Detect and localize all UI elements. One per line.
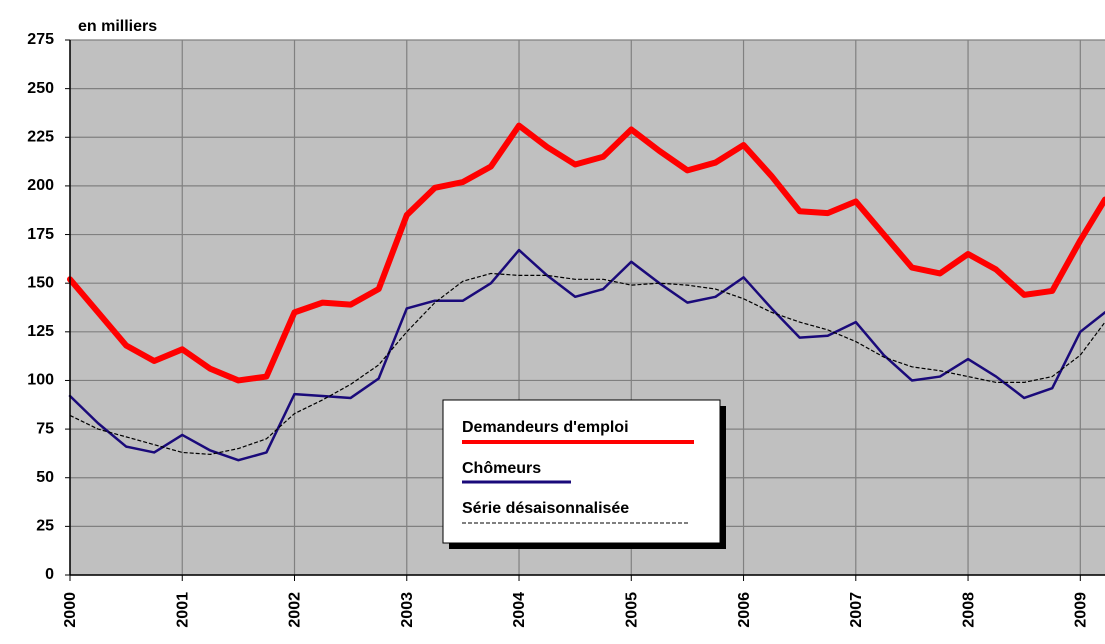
x-tick-label: 2006	[736, 592, 753, 628]
y-tick-label: 125	[27, 323, 54, 340]
x-tick-label: 2008	[960, 592, 977, 628]
y-tick-label: 250	[27, 80, 54, 97]
y-tick-label: 200	[27, 177, 54, 194]
y-axis-label: en milliers	[78, 18, 157, 35]
legend-label: Chômeurs	[462, 460, 541, 477]
y-tick-label: 0	[45, 566, 54, 583]
legend-label: Série désaisonnalisée	[462, 500, 629, 517]
series-line	[67, 122, 1105, 384]
x-tick-label: 2000	[62, 592, 79, 628]
x-tick-label: 2004	[511, 592, 528, 628]
x-tick-label: 2003	[399, 592, 416, 628]
y-tick-label: 50	[36, 469, 54, 486]
legend: Demandeurs d'emploi Chômeurs Série désai…	[442, 399, 726, 549]
x-tick-label: 2009	[1073, 592, 1090, 628]
y-tick-label: 100	[27, 372, 54, 389]
legend-box	[442, 399, 721, 544]
y-tick-label: 175	[27, 226, 54, 243]
y-tick-label: 25	[36, 518, 54, 535]
y-tick-label: 225	[27, 128, 54, 145]
x-tick-label: 2001	[174, 592, 191, 628]
x-tick-label: 2007	[848, 592, 865, 628]
y-tick-label: 275	[27, 31, 54, 48]
series-line	[69, 272, 1105, 455]
legend-label: Demandeurs d'emploi	[462, 419, 629, 436]
y-tick-label: 75	[36, 420, 54, 437]
x-tick-label: 2002	[287, 592, 304, 628]
x-tick-label: 2005	[623, 592, 640, 628]
series-line	[68, 248, 1105, 462]
y-tick-label: 150	[27, 274, 54, 291]
